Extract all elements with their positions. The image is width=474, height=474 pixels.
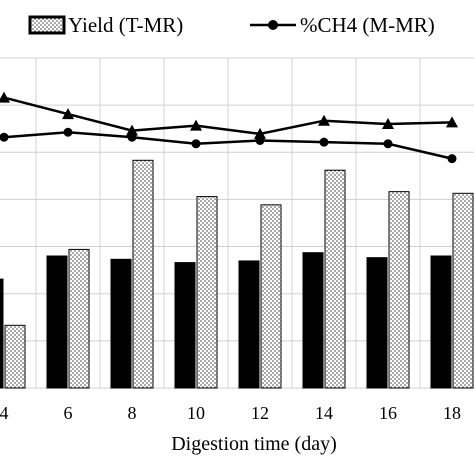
legend: Yield (T-MR) %CH4 (M-MR) — [28, 13, 435, 37]
bar — [324, 169, 346, 389]
x-tick-label: 18 — [443, 403, 461, 423]
data-point — [126, 124, 138, 136]
x-tick-label: 6 — [64, 403, 73, 423]
bar — [196, 196, 218, 389]
data-point — [319, 137, 329, 147]
bar — [366, 257, 388, 389]
series-line — [3, 96, 453, 136]
data-point — [191, 139, 201, 149]
bar — [110, 258, 132, 389]
bar — [302, 252, 324, 389]
data-point — [383, 139, 393, 149]
bar — [132, 159, 154, 389]
bar — [238, 260, 260, 389]
data-point — [127, 132, 137, 142]
line-series — [0, 91, 458, 164]
data-point — [190, 119, 202, 131]
data-point — [382, 118, 394, 129]
legend-swatch-marker — [268, 20, 278, 30]
x-tick-label: 8 — [128, 403, 137, 423]
bar — [388, 191, 410, 389]
data-point — [446, 116, 458, 128]
bar — [0, 278, 4, 389]
series-line — [3, 130, 453, 160]
data-point — [62, 108, 74, 120]
bars — [0, 159, 474, 389]
bar — [452, 192, 474, 389]
data-point — [63, 127, 73, 137]
bar — [4, 324, 26, 389]
data-point — [0, 91, 10, 103]
x-tick-label: 14 — [315, 403, 333, 423]
x-tick-label: 16 — [379, 403, 397, 423]
legend-label: Yield (T-MR) — [68, 13, 183, 37]
data-point — [447, 154, 457, 164]
x-tick-label: 4 — [0, 403, 9, 423]
x-tick-label: 12 — [251, 403, 269, 423]
data-point — [255, 136, 265, 145]
data-point — [0, 132, 9, 142]
data-point — [318, 114, 330, 126]
bar — [46, 255, 68, 389]
bar — [174, 262, 196, 389]
legend-label: %CH4 (M-MR) — [300, 13, 435, 37]
legend-swatch-bar — [28, 15, 66, 35]
bar — [260, 204, 282, 389]
x-axis-label: Digestion time (day) — [171, 433, 337, 455]
x-tick-labels: 4 6 8 10 12 14 16 18 — [0, 403, 461, 423]
bar — [430, 255, 452, 389]
data-point — [254, 127, 266, 139]
x-tick-label: 10 — [187, 403, 205, 423]
bar — [68, 248, 90, 389]
